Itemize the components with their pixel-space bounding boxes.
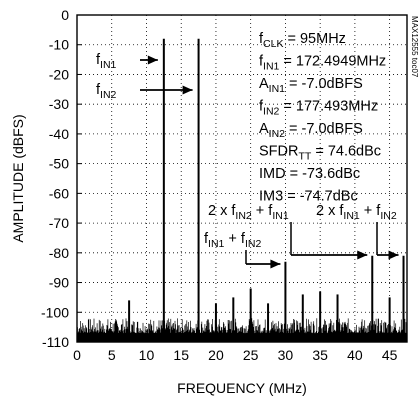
y-tick-label: -30 — [49, 96, 69, 112]
fin2-label: fIN2 — [96, 82, 117, 101]
im3-label-a: 2 x fIN2 + fIN1 — [208, 203, 289, 222]
y-tick-label: -50 — [49, 156, 69, 172]
noise-floor-trace — [76, 318, 408, 342]
y-tick-label: -70 — [49, 215, 69, 231]
annotation-line: fCLK = 95MHz — [259, 31, 346, 50]
x-tick-label: 10 — [139, 347, 155, 363]
y-tick-label: -100 — [41, 304, 69, 320]
fin1-label: fIN1 — [96, 52, 117, 71]
y-tick-label: -10 — [49, 37, 69, 53]
fin1-arrow-head — [147, 55, 158, 65]
x-tick-label: 0 — [73, 347, 81, 363]
watermark-text: MAX12555 toc07 — [410, 16, 419, 78]
annotation-line: fIN1 = 172.4949MHz — [259, 54, 386, 73]
annotation-line: IM3 = -74.7dBc — [259, 189, 358, 205]
annotation-line: AIN2 = -7.0dBFS — [259, 121, 363, 140]
annotation-line: SFDRTT = 74.6dBc — [259, 144, 381, 163]
y-tick-label: -20 — [49, 66, 69, 82]
x-tick-label: 30 — [278, 347, 294, 363]
x-tick-label: 45 — [382, 347, 398, 363]
x-tick-label: 35 — [312, 347, 328, 363]
x-tick-label: 5 — [108, 347, 116, 363]
sum-arrow-head — [270, 259, 281, 269]
annotation-line: AIN1 = -7.0dBFS — [259, 76, 363, 95]
x-tick-label: 15 — [173, 347, 189, 363]
fin2-arrow-head — [182, 85, 193, 95]
x-tick-label: 20 — [208, 347, 224, 363]
annotation-line: fIN2 = 177.493MHz — [259, 99, 378, 118]
sum-label: fIN1 + fIN2 — [204, 231, 261, 250]
y-axis-title: AMPLITUDE (dBFS) — [10, 114, 26, 242]
x-axis-title: FREQUENCY (MHz) — [177, 380, 307, 396]
im3a-arrow-head — [357, 250, 368, 260]
im3-label-b: 2 x fIN1 + fIN2 — [316, 203, 397, 222]
y-tick-label: -40 — [49, 126, 69, 142]
plot-border — [76, 14, 408, 343]
x-tick-label: 25 — [243, 347, 259, 363]
y-tick-label: 0 — [61, 7, 69, 23]
y-tick-label: -60 — [49, 185, 69, 201]
im3b-arrow-head — [388, 250, 399, 260]
x-tick-label: 40 — [347, 347, 363, 363]
y-tick-label: -80 — [49, 245, 69, 261]
y-tick-label: -110 — [42, 334, 69, 350]
annotation-line: IMD = -73.6dBc — [259, 166, 360, 182]
y-tick-label: -90 — [49, 275, 69, 291]
